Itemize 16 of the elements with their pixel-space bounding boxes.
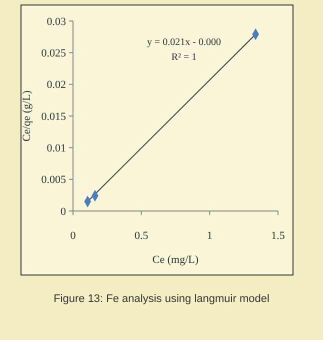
x-tick-label: 0 bbox=[70, 230, 76, 242]
x-tick-label: 0.5 bbox=[134, 230, 149, 242]
y-tick-label: 0 bbox=[60, 206, 66, 218]
y-tick-label: 0.025 bbox=[41, 48, 66, 60]
y-tick-label: 0.03 bbox=[46, 16, 66, 28]
y-axis-title: Ce/qe (g/L) bbox=[21, 90, 33, 142]
annotation: y = 0.021x - 0.000 bbox=[147, 37, 221, 48]
x-tick-label: 1.5 bbox=[271, 230, 286, 242]
y-tick-label: 0.01 bbox=[46, 142, 66, 155]
caption: Figure 13: Fe analysis using langmuir model bbox=[54, 293, 270, 305]
x-tick-label: 1 bbox=[206, 230, 212, 242]
x-axis-title: Ce (mg/L) bbox=[152, 254, 199, 266]
y-tick-label: 0.02 bbox=[46, 79, 66, 92]
annotation: R² = 1 bbox=[171, 52, 197, 63]
y-tick-label: 0.005 bbox=[41, 174, 66, 186]
y-tick-label: 0.015 bbox=[41, 110, 66, 123]
